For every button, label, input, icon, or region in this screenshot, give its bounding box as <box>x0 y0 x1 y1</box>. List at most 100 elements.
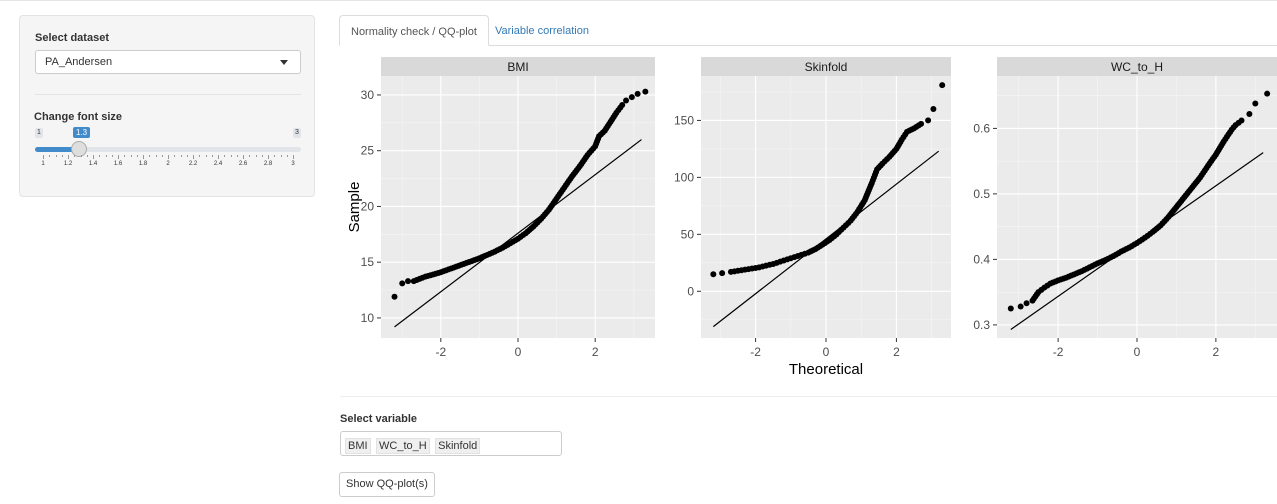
data-point <box>405 278 412 285</box>
slider-minor-tick <box>186 155 188 157</box>
y-axis-label: Sample <box>346 182 363 233</box>
slider-tick-label: 2.2 <box>188 161 198 167</box>
slider-tick <box>168 155 169 159</box>
slider-minor-tick <box>61 155 63 157</box>
slider-minor-tick <box>86 155 88 157</box>
x-axis-label: Theoretical <box>789 361 863 378</box>
data-point <box>930 106 937 113</box>
slider-minor-tick <box>74 155 76 157</box>
slider-value-label: 1.3 <box>73 127 91 138</box>
x-tick-label: -2 <box>435 345 446 359</box>
chevron-down-icon <box>280 60 288 65</box>
slider-tick <box>93 155 94 159</box>
slider-minor-tick <box>249 155 251 157</box>
slider-tick-label: 1.6 <box>113 161 123 167</box>
slider-minor-tick <box>280 155 282 157</box>
slider-minor-tick <box>130 155 132 157</box>
slider-tick <box>293 155 294 159</box>
x-tick-label: 2 <box>592 345 599 359</box>
data-point <box>634 90 641 97</box>
data-point <box>939 82 946 89</box>
data-point <box>1264 90 1271 97</box>
y-tick-label: 15 <box>361 255 375 269</box>
slider-tick <box>118 155 119 159</box>
slider-minor-tick <box>224 155 226 157</box>
slider-min-label: 1 <box>35 128 43 138</box>
slider-tick-label: 2.6 <box>238 161 248 167</box>
variable-multiselect[interactable]: BMI WC_to_H Skinfold <box>340 431 562 456</box>
select-variable-label: Select variable <box>340 413 418 425</box>
slider-minor-tick <box>136 155 138 157</box>
show-qq-plots-button[interactable]: Show QQ-plot(s) <box>339 472 435 497</box>
slider-tick <box>268 155 269 159</box>
x-tick-label: 2 <box>1213 345 1220 359</box>
x-tick-label: 0 <box>515 345 522 359</box>
slider-minor-tick <box>149 155 151 157</box>
data-point <box>399 280 406 287</box>
slider-tick-label: 1.4 <box>88 161 98 167</box>
variable-chip[interactable]: WC_to_H <box>376 438 430 454</box>
slider-tick <box>218 155 219 159</box>
slider-max-label: 3 <box>293 128 301 138</box>
y-tick-label: 0.4 <box>973 252 990 266</box>
slider-minor-tick <box>261 155 263 157</box>
top-border <box>0 0 1277 1</box>
slider-tick <box>68 155 69 159</box>
slider-handle[interactable] <box>71 141 87 157</box>
slider-tick <box>193 155 194 159</box>
slider-fill <box>35 147 81 152</box>
data-point <box>642 88 649 95</box>
slider-minor-tick <box>205 155 207 157</box>
data-point <box>1246 110 1253 117</box>
slider-minor-tick <box>80 155 82 157</box>
tab-normality-check[interactable]: Normality check / QQ-plot <box>339 15 489 46</box>
sidebar-divider <box>35 94 301 95</box>
slider-minor-tick <box>155 155 157 157</box>
slider-minor-tick <box>111 155 113 157</box>
panel-strip <box>997 57 1277 76</box>
x-tick-label: 0 <box>1134 345 1141 359</box>
data-point <box>1017 303 1024 310</box>
data-point <box>925 117 932 124</box>
panel-strip <box>701 57 951 76</box>
slider-tick-label: 2 <box>166 161 170 167</box>
tab-variable-correlation[interactable]: Variable correlation <box>495 25 589 37</box>
slider-minor-tick <box>180 155 182 157</box>
data-point <box>1238 117 1245 124</box>
y-tick-label: 0 <box>687 284 694 298</box>
x-tick-label: 0 <box>823 345 830 359</box>
slider-tick <box>143 155 144 159</box>
variable-chip[interactable]: BMI <box>345 438 371 454</box>
x-tick-label: -2 <box>1053 345 1064 359</box>
slider-tick-label: 2.4 <box>213 161 223 167</box>
dataset-select[interactable]: PA_Andersen <box>35 50 301 74</box>
slider-minor-tick <box>286 155 288 157</box>
data-point <box>719 270 726 277</box>
slider-minor-tick <box>199 155 201 157</box>
y-tick-label: 0.6 <box>973 121 990 135</box>
y-tick-label: 50 <box>681 227 695 241</box>
data-point <box>710 271 717 278</box>
slider-minor-tick <box>161 155 163 157</box>
y-tick-label: 0.3 <box>973 318 990 332</box>
panel-title: WC_to_H <box>1111 60 1163 74</box>
y-tick-label: 25 <box>361 144 375 158</box>
section-divider <box>340 396 1277 397</box>
x-tick-label: -2 <box>750 345 761 359</box>
y-tick-label: 30 <box>361 88 375 102</box>
data-point <box>391 293 398 300</box>
slider-minor-tick <box>230 155 232 157</box>
tab-bar-line <box>339 45 1277 46</box>
slider-tick <box>43 155 44 159</box>
font-size-slider[interactable]: 1 1.3 3 1 1.2 1.4 1.6 1.8 2 2.2 2.4 2.6 2.8 3 <box>35 127 303 173</box>
y-tick-label: 10 <box>361 311 375 325</box>
slider-track[interactable] <box>35 147 301 152</box>
variable-chip[interactable]: Skinfold <box>435 438 481 454</box>
panel-title: BMI <box>507 60 528 74</box>
slider-minor-tick <box>211 155 213 157</box>
slider-minor-tick <box>99 155 101 157</box>
slider-minor-tick <box>174 155 176 157</box>
data-point <box>623 97 630 104</box>
slider-minor-tick <box>124 155 126 157</box>
